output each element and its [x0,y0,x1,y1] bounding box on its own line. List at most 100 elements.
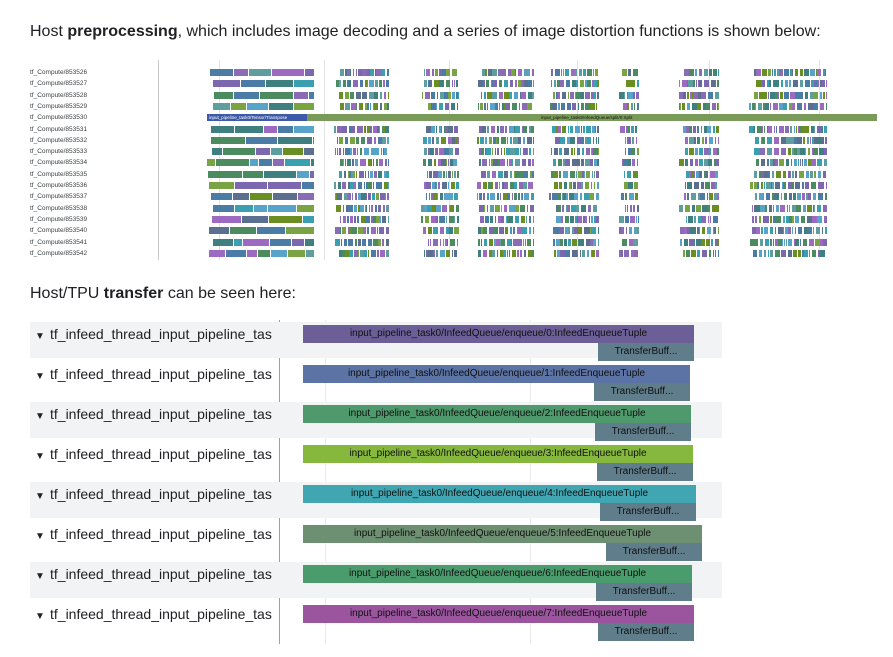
trace-event[interactable] [688,215,693,223]
trace-event[interactable] [699,170,702,178]
trace-event[interactable] [679,102,680,110]
trace-event[interactable] [504,91,509,99]
trace-event[interactable] [377,249,379,257]
trace-event[interactable] [689,238,694,246]
trace-event[interactable] [367,136,371,144]
trace-event[interactable] [575,69,577,76]
trace-event[interactable] [497,125,499,133]
trace-event[interactable] [813,193,816,201]
trace-event[interactable] [566,204,567,212]
trace-event[interactable] [358,69,362,76]
trace-event[interactable] [429,170,432,178]
trace-event[interactable] [694,215,696,223]
trace-event[interactable] [572,249,577,257]
trace-event[interactable] [428,249,433,257]
trace-event[interactable] [802,193,805,201]
trace-event[interactable] [343,80,346,88]
trace-event[interactable] [477,182,481,189]
trace-event[interactable] [436,249,438,257]
trace-event[interactable] [234,69,248,76]
expand-arrow-icon[interactable]: ▼ [35,411,45,422]
trace-event[interactable] [352,227,357,235]
trace-event[interactable] [448,182,449,189]
trace-event[interactable] [568,238,571,246]
trace-event[interactable] [278,125,293,133]
trace-event[interactable] [598,136,599,144]
trace-event[interactable] [366,204,367,212]
trace-event[interactable] [335,227,340,235]
trace-event[interactable] [533,125,534,133]
trace-event[interactable] [704,148,709,156]
trace-event[interactable] [684,193,686,201]
trace-event[interactable] [704,170,706,178]
trace-event[interactable] [523,182,527,189]
trace-event[interactable] [457,238,458,246]
trace-event[interactable] [433,227,438,235]
trace-event[interactable] [490,102,495,110]
trace-event[interactable] [499,102,500,110]
trace-event[interactable] [592,125,595,133]
trace-event[interactable] [428,227,432,235]
trace-event[interactable] [313,136,314,144]
trace-event[interactable] [378,170,382,178]
trace-event[interactable] [682,80,687,88]
trace-event[interactable] [356,136,359,144]
trace-event[interactable] [820,102,824,110]
trace-event[interactable] [509,159,512,167]
trace-event[interactable] [634,227,636,235]
trace-event[interactable] [695,148,698,156]
trace-event[interactable] [492,170,496,178]
trace-event[interactable] [567,102,571,110]
trace-event[interactable] [498,69,501,76]
trace-event[interactable] [594,170,595,178]
trace-event[interactable] [481,148,484,156]
trace-event[interactable] [352,159,354,167]
trace-event[interactable] [337,193,342,201]
trace-event[interactable] [773,238,774,246]
trace-event[interactable] [559,148,562,156]
trace-event[interactable] [819,182,824,189]
trace-event[interactable] [783,182,786,189]
trace-event[interactable] [297,170,309,178]
trace-event[interactable] [715,204,719,212]
trace-event[interactable] [386,227,389,235]
trace-event[interactable] [425,215,429,223]
trace-event[interactable] [481,238,482,246]
trace-event[interactable] [387,193,389,201]
trace-event[interactable] [786,159,789,167]
trace-event[interactable] [529,215,531,223]
trace-event[interactable] [805,125,809,133]
trace-event[interactable] [628,182,633,189]
trace-event[interactable] [383,80,385,88]
trace-event[interactable] [336,193,337,201]
trace-event[interactable] [506,102,510,110]
trace-event[interactable] [798,125,799,133]
trace-event[interactable] [823,170,826,178]
trace-event[interactable] [360,80,363,88]
trace-event[interactable] [637,102,639,110]
trace-event[interactable] [532,69,533,76]
trace-event[interactable] [786,193,787,201]
trace-event[interactable] [685,136,688,144]
trace-event[interactable] [589,193,594,201]
trace-event[interactable] [775,91,778,99]
trace-event[interactable] [703,102,706,110]
trace-event[interactable] [359,102,363,110]
trace-event[interactable] [592,249,595,257]
trace-event[interactable] [495,204,496,212]
trace-event[interactable] [552,102,557,110]
trace-event[interactable] [525,238,526,246]
trace-event[interactable] [421,204,424,212]
trace-event[interactable] [495,102,498,110]
trace-event[interactable] [705,182,710,189]
trace-event[interactable] [442,204,443,212]
trace-event[interactable] [427,170,428,178]
trace-event[interactable] [694,170,695,178]
trace-event[interactable] [437,193,438,201]
trace-event[interactable] [494,80,497,88]
trace-event[interactable] [271,249,287,257]
trace-event[interactable] [256,148,270,156]
trace-event[interactable] [702,204,707,212]
trace-event[interactable] [818,193,823,201]
trace-event[interactable] [789,204,790,212]
